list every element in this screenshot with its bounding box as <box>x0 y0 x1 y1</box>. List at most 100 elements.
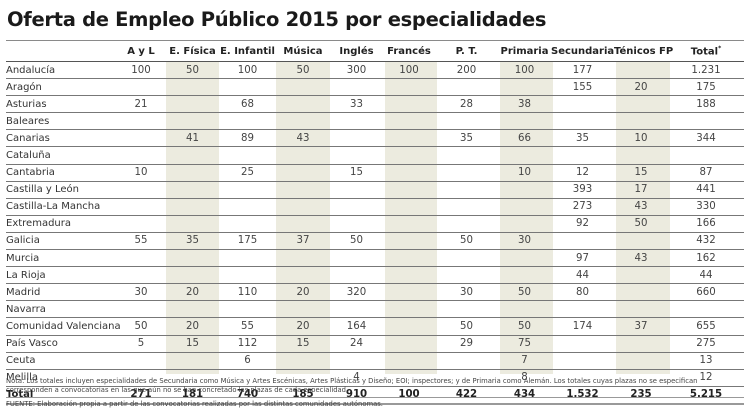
table-cell <box>614 95 668 114</box>
table-cell: 50 <box>435 317 498 336</box>
table-cell <box>166 352 219 370</box>
table-cell: 8 <box>498 369 551 387</box>
table-cell <box>614 335 668 353</box>
table-cell: 33 <box>330 95 383 114</box>
table-cell: 44 <box>668 266 744 285</box>
table-cell: 24 <box>330 335 383 353</box>
region-name: Extremadura <box>6 215 116 233</box>
table-cell <box>330 249 383 268</box>
table-cell: 7 <box>498 352 551 370</box>
table-cell <box>383 198 435 216</box>
table-cell <box>614 266 668 285</box>
table-cell <box>330 300 383 319</box>
table-cell <box>498 181 551 199</box>
table-cell <box>219 300 276 319</box>
column-header: Total* <box>668 42 744 62</box>
table-cell <box>166 300 219 319</box>
table-cell <box>383 249 435 268</box>
table-cell <box>219 369 276 387</box>
table-cell <box>383 352 435 370</box>
table-cell <box>276 369 330 387</box>
table-cell <box>276 215 330 233</box>
table-body: Andalucía 100 50 100 50 300 100 200 100 177 1.231 A… <box>6 61 744 405</box>
region-name: Murcia <box>6 249 116 268</box>
footnote: Nota: Los totales incluyen especialidade… <box>6 377 698 394</box>
table-cell: 75 <box>498 335 551 353</box>
table-row: Baleares <box>6 112 744 131</box>
table-cell <box>383 369 435 387</box>
table-cell <box>330 112 383 131</box>
table-cell <box>219 181 276 199</box>
table-cell: 6 <box>219 352 276 370</box>
table-cell: 21 <box>116 95 166 114</box>
table-cell <box>330 78 383 97</box>
table-cell: 441 <box>668 181 744 199</box>
table-cell <box>551 112 614 131</box>
table-row: Extremadura 92 50 166 <box>6 215 744 233</box>
column-header: Secundaria <box>551 42 614 62</box>
table-cell: 110 <box>219 283 276 302</box>
table-cell: 35 <box>551 129 614 148</box>
table-cell <box>276 249 330 268</box>
table-cell <box>498 249 551 268</box>
column-header: Primaria <box>498 42 551 62</box>
table-cell: 25 <box>219 164 276 182</box>
table-cell: 100 <box>219 61 276 80</box>
total-row: Total 271 181 740 185 910 100 422 434 1.532 235 5.2… <box>6 386 744 405</box>
table-cell: 43 <box>276 129 330 148</box>
table-cell <box>435 300 498 319</box>
table-cell <box>614 300 668 319</box>
table-cell: 50 <box>330 232 383 251</box>
table-cell <box>116 352 166 370</box>
table-row: Canarias 41 89 43 35 66 35 10 344 <box>6 129 744 148</box>
employment-offer-table: A y L E. Física E. Infantil Música Inglés Fra… <box>6 42 744 405</box>
table-cell: 164 <box>330 317 383 336</box>
table-cell: 20 <box>276 283 330 302</box>
table-cell <box>166 95 219 114</box>
table-cell: 55 <box>219 317 276 336</box>
table-cell <box>219 112 276 131</box>
table-cell <box>166 215 219 233</box>
table-cell: 97 <box>551 249 614 268</box>
table-cell <box>166 164 219 182</box>
footnote-divider <box>6 397 744 398</box>
table-row: Cantabria 10 25 15 10 12 15 87 <box>6 164 744 182</box>
table-cell <box>668 300 744 319</box>
table-cell <box>551 352 614 370</box>
table-cell <box>551 146 614 165</box>
region-name: Andalucía <box>6 61 116 80</box>
total-cell: 910 <box>330 386 383 405</box>
table-row: Castilla-La Mancha 273 43 330 <box>6 198 744 216</box>
region-name: Navarra <box>6 300 116 319</box>
table-cell <box>383 335 435 353</box>
column-header: Francés <box>383 42 435 62</box>
total-cell: 185 <box>276 386 330 405</box>
table-cell: 44 <box>551 266 614 285</box>
table-cell <box>330 198 383 216</box>
total-cell: 271 <box>116 386 166 405</box>
table-cell <box>383 164 435 182</box>
table-cell: 175 <box>668 78 744 97</box>
region-name: Cantabria <box>6 164 116 182</box>
region-name: Melilla <box>6 369 116 387</box>
table-row: Asturias 21 68 33 28 38 188 <box>6 95 744 114</box>
table-cell: 100 <box>116 61 166 80</box>
table-cell: 100 <box>383 61 435 80</box>
table-cell <box>166 78 219 97</box>
table-cell <box>166 112 219 131</box>
table-cell: 87 <box>668 164 744 182</box>
table-cell <box>330 129 383 148</box>
table-cell: 30 <box>435 283 498 302</box>
table-cell <box>330 215 383 233</box>
table-cell <box>116 181 166 199</box>
table-cell <box>551 335 614 353</box>
table-cell <box>498 112 551 131</box>
table-cell: 155 <box>551 78 614 97</box>
table-row: Murcia 97 43 162 <box>6 249 744 268</box>
table-cell: 13 <box>668 352 744 370</box>
table-cell <box>383 317 435 336</box>
table-cell <box>668 112 744 131</box>
table-cell: 660 <box>668 283 744 302</box>
table-cell <box>383 129 435 148</box>
table-cell <box>219 215 276 233</box>
